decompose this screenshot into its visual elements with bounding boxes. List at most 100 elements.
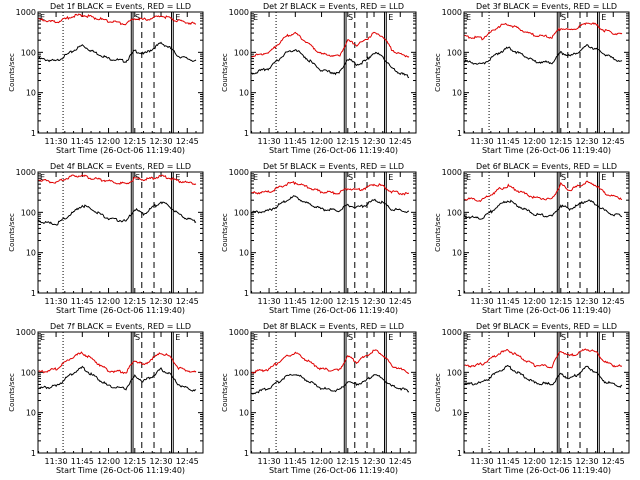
lld-series-line (464, 22, 623, 41)
y-axis-label: Counts/sec (8, 373, 16, 412)
y-tick-label: 1000 (442, 8, 462, 17)
panel-title: Det 6f BLACK = Events, RED = LLD (476, 162, 617, 171)
y-tick-label: 10 (452, 89, 462, 98)
detector-panel: Det 4f BLACK = Events, RED = LLD 1 10 100 10… (8, 162, 204, 315)
x-tick-label: 12:30 (362, 137, 385, 146)
x-tick-label: 12:45 (389, 137, 412, 146)
x-tick-label: 12:45 (389, 297, 412, 306)
x-tick-label: 12:15 (549, 457, 572, 466)
y-axis-label: Counts/sec (434, 213, 442, 252)
y-tick-label: 100 (21, 48, 36, 57)
y-tick-label: 100 (234, 368, 249, 377)
y-tick-label: 1 (457, 289, 462, 298)
x-tick-label: 12:00 (97, 297, 120, 306)
event-marker-label: S (561, 13, 566, 22)
panel-title: Det 8f BLACK = Events, RED = LLD (263, 322, 404, 331)
y-tick-label: 1000 (16, 8, 36, 17)
x-axis-label: Start Time (26-Oct-06 11:19:40) (269, 466, 398, 475)
y-tick-label: 100 (21, 208, 36, 217)
x-tick-label: 12:00 (97, 457, 120, 466)
x-axis-label: Start Time (26-Oct-06 11:19:40) (56, 306, 185, 315)
y-tick-label: 1000 (16, 328, 36, 337)
event-marker-label: E (388, 173, 393, 182)
events-series-line (38, 41, 197, 63)
y-tick-label: 1 (31, 129, 36, 138)
detector-panel: Det 1f BLACK = Events, RED = LLD 1 10 100 10… (8, 2, 204, 155)
event-marker-label: E (601, 13, 606, 22)
y-tick-label: 100 (447, 208, 462, 217)
x-tick-label: 11:45 (497, 137, 520, 146)
y-tick-label: 100 (21, 368, 36, 377)
x-tick-label: 12:30 (362, 297, 385, 306)
y-tick-label: 1 (457, 129, 462, 138)
x-tick-label: 12:30 (149, 297, 172, 306)
event-marker-label: S (135, 173, 140, 182)
y-tick-label: 1000 (229, 8, 249, 17)
panel-title: Det 7f BLACK = Events, RED = LLD (50, 322, 191, 331)
detector-panel: Det 7f BLACK = Events, RED = LLD 1 10 100 10… (8, 322, 204, 475)
x-tick-label: 12:00 (523, 457, 546, 466)
lld-series-line (464, 348, 623, 369)
x-tick-label: 11:30 (471, 457, 494, 466)
x-tick-label: 11:30 (258, 297, 281, 306)
x-tick-label: 11:30 (258, 137, 281, 146)
y-tick-label: 1000 (442, 328, 462, 337)
x-axis-label: Start Time (26-Oct-06 11:19:40) (56, 146, 185, 155)
detector-panel: Det 2f BLACK = Events, RED = LLD 1 10 100 10… (221, 2, 417, 155)
y-axis-label: Counts/sec (8, 213, 16, 252)
detector-panel: Det 5f BLACK = Events, RED = LLD 1 10 100 10… (221, 162, 417, 315)
y-tick-label: 100 (234, 48, 249, 57)
events-series-line (251, 195, 410, 214)
events-series-line (464, 43, 623, 65)
lld-series-line (464, 180, 623, 203)
x-tick-label: 12:00 (310, 137, 333, 146)
event-marker-label: E (175, 13, 180, 22)
x-tick-label: 12:45 (602, 457, 625, 466)
x-tick-label: 11:45 (284, 457, 307, 466)
events-series-line (464, 199, 623, 220)
x-tick-label: 11:45 (284, 137, 307, 146)
detector-panel: Det 6f BLACK = Events, RED = LLD 1 10 100 10… (434, 162, 630, 315)
x-tick-label: 12:45 (602, 297, 625, 306)
x-tick-label: 11:30 (45, 137, 68, 146)
x-tick-label: 11:30 (258, 457, 281, 466)
event-marker-label: S (135, 13, 140, 22)
y-axis-label: Counts/sec (221, 213, 229, 252)
x-tick-label: 12:45 (602, 137, 625, 146)
y-axis-label: Counts/sec (434, 373, 442, 412)
event-marker-label: S (348, 13, 353, 22)
y-tick-label: 10 (239, 249, 249, 258)
y-tick-label: 10 (239, 409, 249, 418)
x-tick-label: 12:00 (97, 137, 120, 146)
x-axis-label: Start Time (26-Oct-06 11:19:40) (482, 466, 611, 475)
panel-title: Det 9f BLACK = Events, RED = LLD (476, 322, 617, 331)
y-tick-label: 1 (31, 289, 36, 298)
events-series-line (251, 49, 410, 79)
lld-series-line (38, 351, 197, 375)
x-tick-label: 12:00 (310, 297, 333, 306)
panel-title: Det 2f BLACK = Events, RED = LLD (263, 2, 404, 11)
panel-title: Det 1f BLACK = Events, RED = LLD (50, 2, 191, 11)
event-marker-label: E (40, 173, 45, 182)
x-axis-label: Start Time (26-Oct-06 11:19:40) (269, 146, 398, 155)
x-tick-label: 11:45 (71, 137, 94, 146)
y-tick-label: 10 (26, 89, 36, 98)
x-tick-label: 11:45 (497, 457, 520, 466)
lld-series-line (251, 180, 409, 196)
events-series-line (38, 201, 197, 226)
x-tick-label: 11:30 (45, 297, 68, 306)
y-axis-label: Counts/sec (221, 53, 229, 92)
y-tick-label: 100 (447, 368, 462, 377)
y-tick-label: 1 (244, 129, 249, 138)
event-marker-label: E (388, 13, 393, 22)
event-marker-label: E (40, 333, 45, 342)
plot-frame (250, 331, 417, 454)
x-tick-label: 11:30 (45, 457, 68, 466)
lld-series-line (38, 13, 197, 26)
x-tick-label: 12:45 (389, 457, 412, 466)
plot-frame (37, 11, 204, 134)
x-tick-label: 12:15 (123, 137, 146, 146)
x-axis-label: Start Time (26-Oct-06 11:19:40) (269, 306, 398, 315)
x-tick-label: 12:45 (176, 297, 199, 306)
